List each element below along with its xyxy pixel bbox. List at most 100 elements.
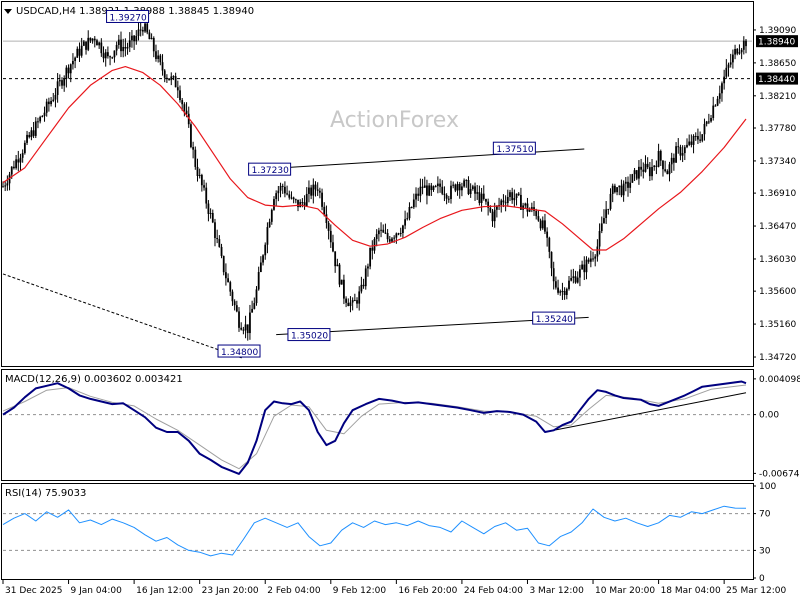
rsi-tick-label: 30 <box>759 546 771 556</box>
candle-body <box>745 40 747 47</box>
candle-body <box>506 197 509 203</box>
candle-body <box>26 134 28 143</box>
candle-body <box>487 201 490 208</box>
candle-body <box>526 203 529 212</box>
candle-body <box>349 302 352 306</box>
candle-body <box>235 305 238 312</box>
candle-body <box>128 40 131 48</box>
candle-body <box>699 139 702 141</box>
candle-body <box>72 60 74 65</box>
candle-body <box>214 222 216 238</box>
candle-body <box>701 134 704 141</box>
candle-body <box>603 218 605 224</box>
candle-body <box>41 115 44 117</box>
candle-body <box>517 193 520 195</box>
candle-body <box>6 183 9 186</box>
candle-body <box>76 48 79 58</box>
macd-tick-label: 0.00 <box>759 411 779 421</box>
price-tick-label: 1.36470 <box>759 222 796 232</box>
candle-body <box>159 55 162 63</box>
candle-body <box>406 218 409 220</box>
candle-body <box>585 259 588 273</box>
price-trendline <box>2 273 244 359</box>
time-tick-label: 9 Feb 12:00 <box>333 586 387 596</box>
candle-body <box>43 112 46 116</box>
candle-body <box>80 45 83 56</box>
time-tick-label: 25 Mar 12:00 <box>726 586 786 596</box>
candle-body <box>471 186 474 190</box>
candle-body <box>434 186 437 188</box>
candle-body <box>61 80 63 86</box>
candle-body <box>47 101 50 105</box>
candle-body <box>445 195 448 199</box>
candle-body <box>371 247 374 251</box>
last-price-tag: 1.38940 <box>758 38 795 48</box>
price-panel-frame <box>1 1 754 367</box>
candle-body <box>707 121 710 123</box>
candle-body <box>657 150 660 167</box>
candle-body <box>15 159 18 169</box>
candle-body <box>742 40 745 50</box>
candle-body <box>157 55 160 59</box>
candle-body <box>135 35 138 42</box>
price-tick-label: 1.36030 <box>759 255 796 265</box>
candle-body <box>404 219 406 226</box>
candle-body <box>30 130 33 138</box>
candle-body <box>633 170 636 175</box>
candle-body <box>439 183 441 187</box>
candle-body <box>240 327 243 330</box>
candle-body <box>393 237 396 239</box>
candle-body <box>683 147 686 154</box>
candle-body <box>356 300 358 304</box>
candle-body <box>229 282 232 292</box>
candle-body <box>273 199 275 210</box>
price-tick-label: 1.34720 <box>759 353 796 363</box>
candle-body <box>410 207 413 209</box>
candle-body <box>391 238 393 242</box>
candle-body <box>574 276 577 283</box>
candle-body <box>480 193 483 204</box>
candle-body <box>515 193 518 199</box>
price-reference-lines <box>3 40 752 80</box>
candle-body <box>91 38 94 41</box>
candle-body <box>563 290 566 295</box>
candle-body <box>32 130 35 136</box>
candle-body <box>93 38 96 41</box>
candle-body <box>200 174 203 186</box>
candle-body <box>723 76 726 84</box>
price-annotation-box <box>532 311 576 325</box>
candle-body <box>546 231 549 238</box>
price-axis: 1.39090 1.38650 1.38210 1.37780 1.37340 1.369… <box>753 26 798 363</box>
macd-trendline <box>544 392 747 433</box>
collapse-arrow-icon[interactable] <box>4 9 12 14</box>
candle-body <box>231 291 234 302</box>
candle-body <box>589 258 592 262</box>
candle-body <box>469 189 472 195</box>
candle-body <box>548 237 551 252</box>
candle-body <box>651 167 653 177</box>
rsi-tick-label: 100 <box>759 482 776 492</box>
candle-body <box>485 198 487 202</box>
candle-body <box>631 174 634 183</box>
candle-body <box>102 53 105 59</box>
candle-body <box>50 100 52 105</box>
candle-body <box>557 287 559 293</box>
candle-body <box>653 165 656 168</box>
candle-body <box>137 29 140 36</box>
candle-body <box>397 233 400 235</box>
candle-body <box>65 67 68 79</box>
candle-body <box>670 157 673 165</box>
candle-body <box>367 266 369 269</box>
candle-body <box>694 135 697 137</box>
candle-body <box>576 277 579 283</box>
candle-body <box>45 101 48 113</box>
candle-body <box>672 157 675 163</box>
time-tick-label: 31 Dec 2025 <box>5 586 63 596</box>
candle-body <box>642 169 645 172</box>
candle-body <box>155 51 157 59</box>
candle-body <box>384 232 387 234</box>
candle-body <box>19 157 22 163</box>
candle-body <box>714 105 717 107</box>
candle-body <box>495 206 498 210</box>
